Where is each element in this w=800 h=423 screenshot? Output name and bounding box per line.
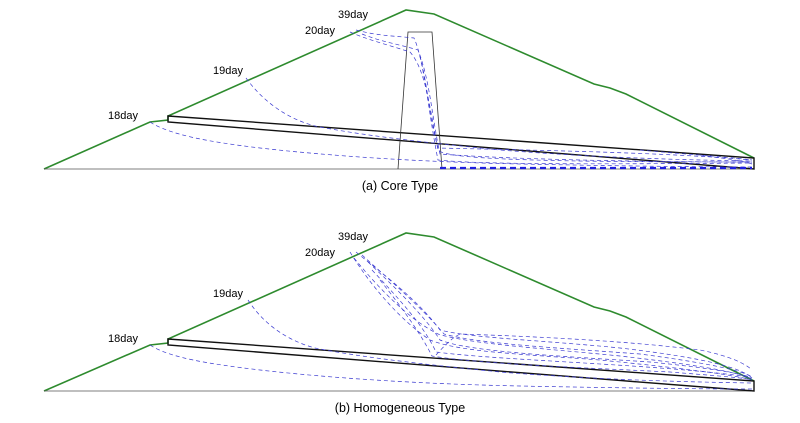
phreatic-line-39day-e [379, 279, 753, 381]
core-zone [397, 31, 443, 170]
label-19day: 19day [213, 65, 243, 77]
label-39day: 39day [338, 9, 368, 21]
label-39day: 39day [338, 231, 368, 243]
phreatic-line-bend [435, 333, 753, 371]
phreatic-line-39day-d [371, 269, 753, 379]
phreatic-line-19day [247, 299, 753, 384]
phreatic-line-39day-a [355, 251, 753, 379]
phreatic-line-39day-b [361, 254, 753, 378]
phreatic-line-39day-a [355, 29, 753, 165]
phreatic-line-39day-c [419, 55, 753, 161]
phreatic-line-20day-a [349, 251, 753, 381]
embankment-outline [43, 9, 755, 170]
label-18day: 18day [108, 333, 138, 345]
phreatic-line-39day-c [367, 261, 753, 379]
phreatic-line-20day-b [353, 257, 753, 380]
label-18day: 18day [108, 110, 138, 122]
phreatic-line-downstream-a [639, 149, 753, 161]
phreatic-line-39day-b [361, 33, 753, 163]
panel-core-type: 18day 19day 20day 39day (a) Core Type [43, 9, 755, 193]
caption-homogeneous-type: (b) Homogeneous Type [335, 401, 465, 415]
impervious-blanket [167, 338, 755, 392]
phreatic-lines [149, 29, 753, 170]
label-20day: 20day [305, 25, 335, 37]
phreatic-line-20day [349, 31, 753, 163]
phreatic-line-downstream-b [699, 154, 753, 165]
phreatic-lines [149, 251, 753, 390]
impervious-blanket [167, 115, 755, 170]
phreatic-line-18day [149, 344, 753, 390]
panel-homogeneous-type: 18day 19day 20day 39day (b) Homogeneous … [43, 231, 755, 415]
embankment-outline [43, 232, 755, 392]
label-19day: 19day [213, 288, 243, 300]
caption-core-type: (a) Core Type [362, 179, 438, 193]
label-20day: 20day [305, 247, 335, 259]
